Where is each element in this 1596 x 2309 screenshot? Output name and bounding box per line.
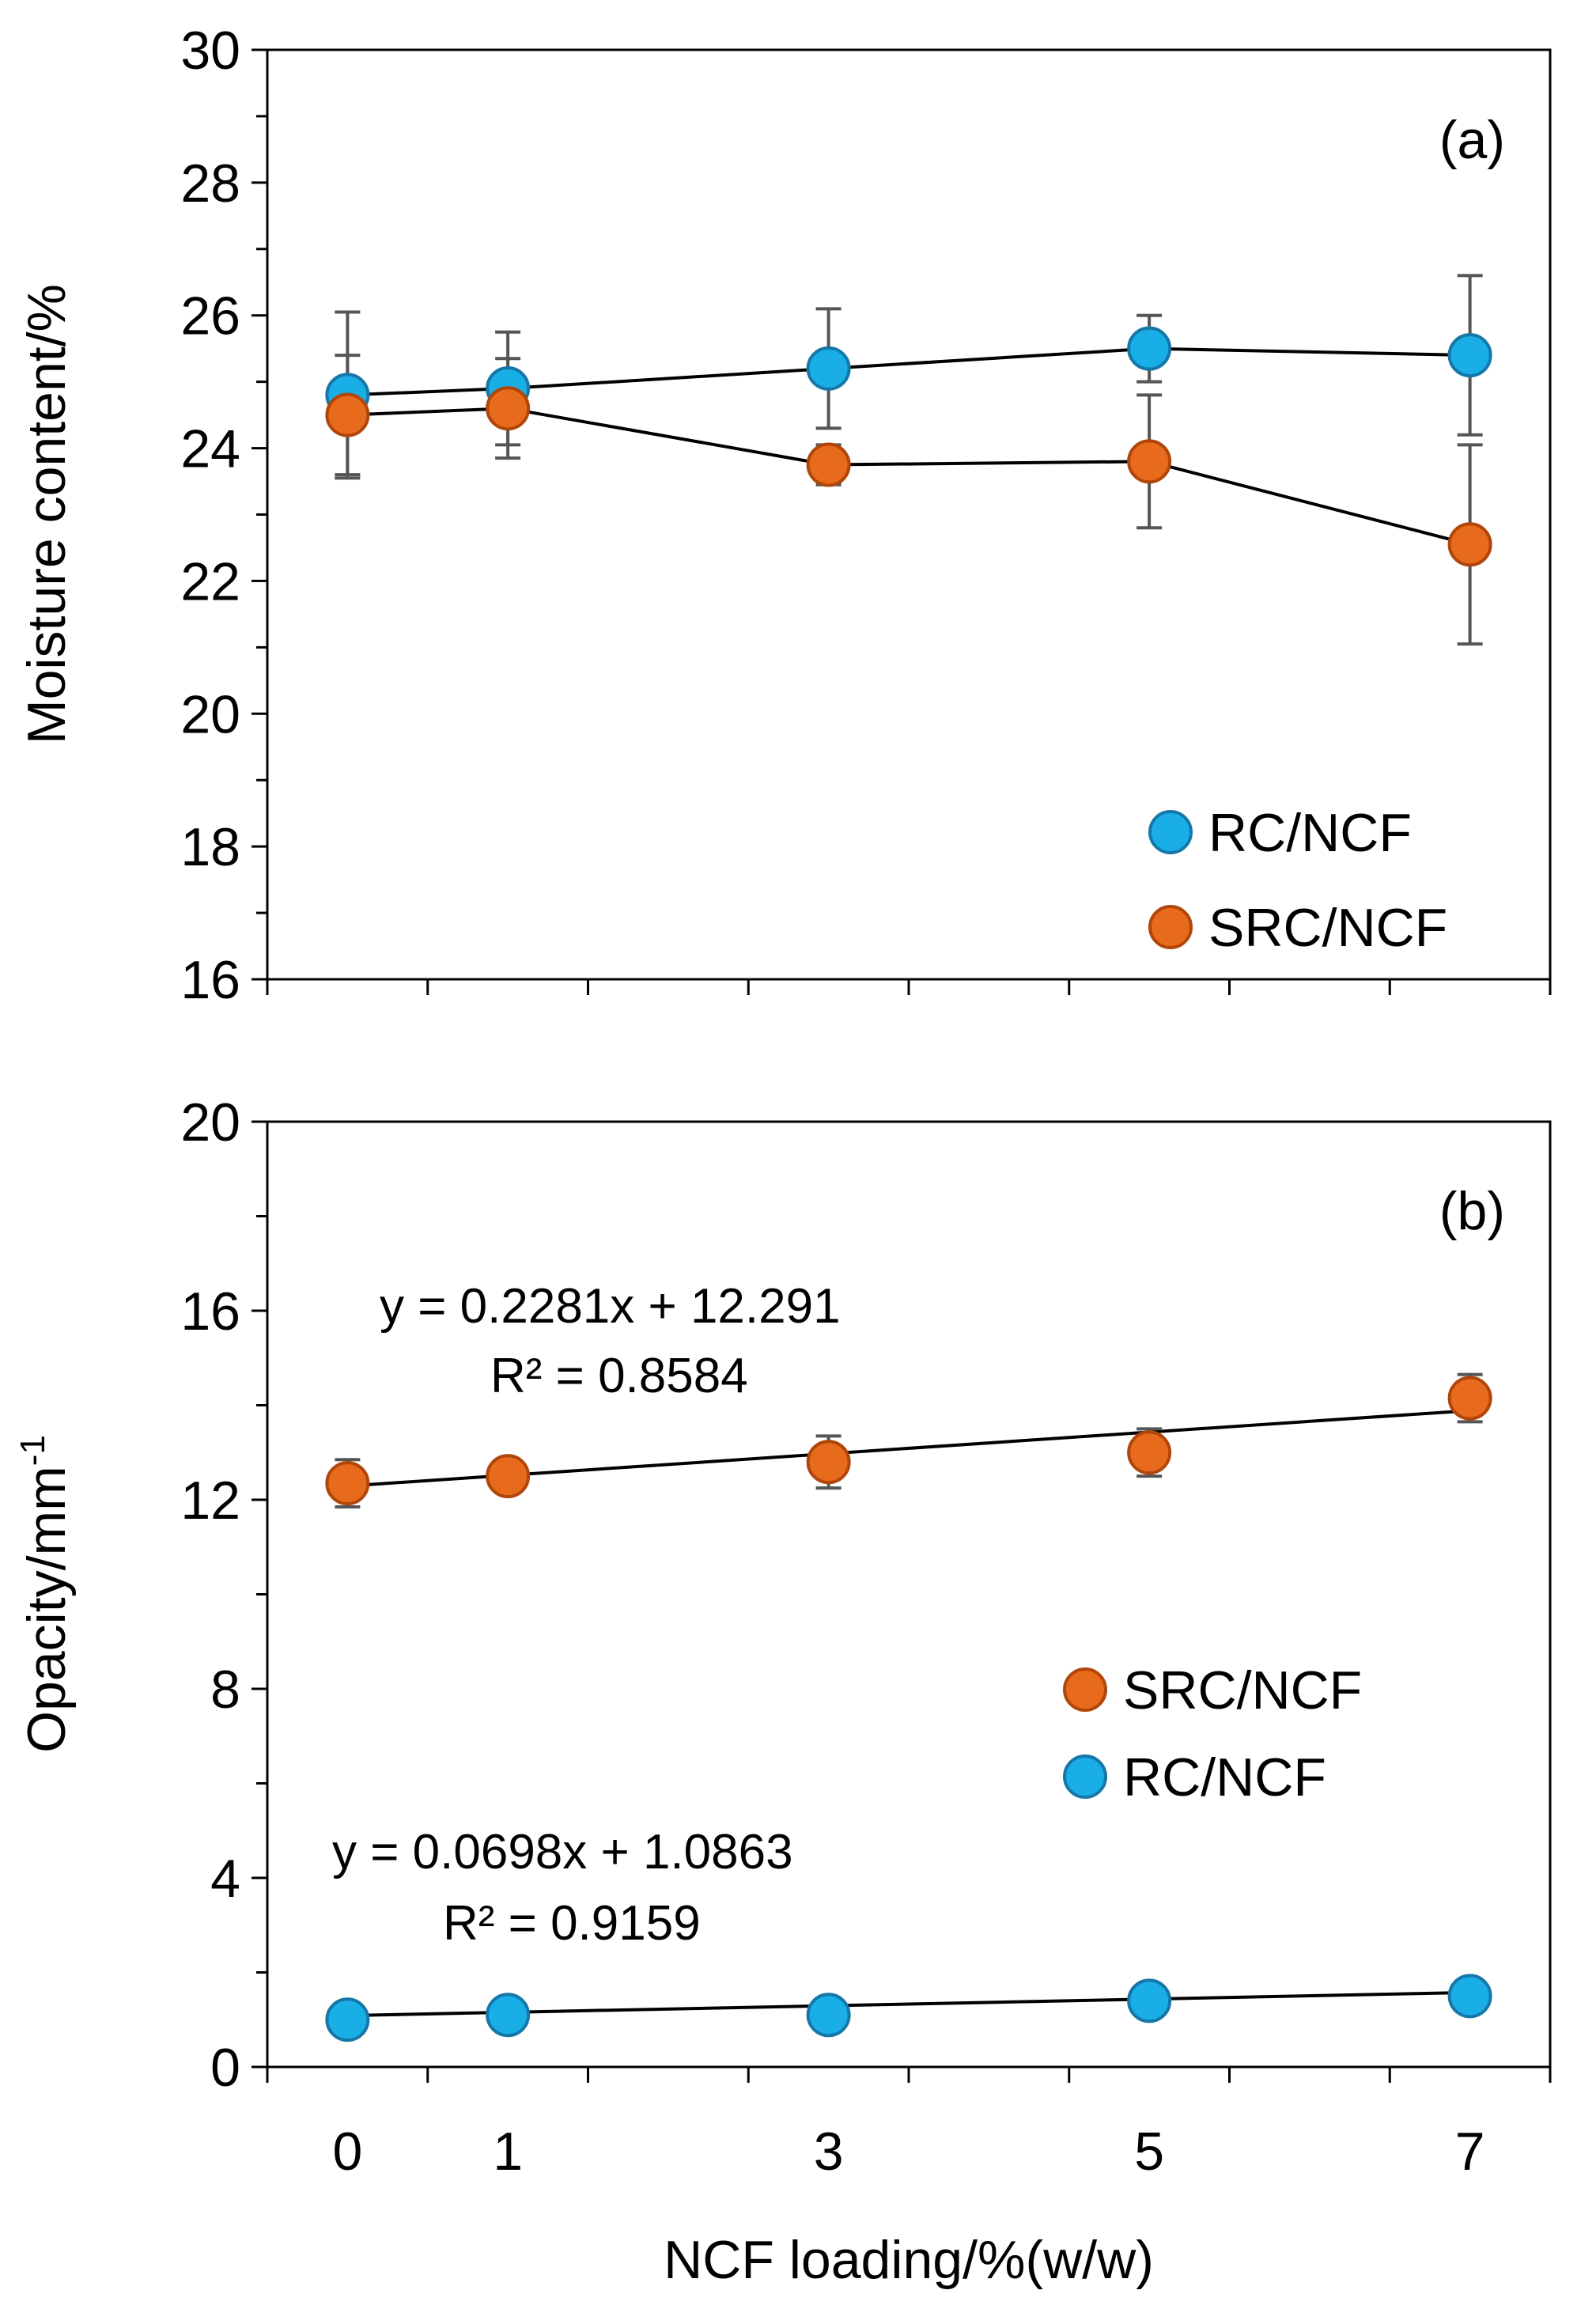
data-point-src-ncf bbox=[486, 386, 531, 431]
panel-a-y-axis-label: Moisture content/% bbox=[17, 284, 77, 744]
rc-fit-equation: y = 0.0698x + 1.0863 bbox=[332, 1825, 793, 1879]
src-fit-equation: y = 0.2281x + 12.291 bbox=[380, 1279, 841, 1334]
data-point-rc-ncf bbox=[806, 1993, 851, 2038]
y-tick-label: 16 bbox=[180, 1281, 240, 1342]
panel-b-x-tick-labels: 0 1 3 5 7 bbox=[332, 2122, 1484, 2182]
x-tick-label: 7 bbox=[1455, 2122, 1485, 2182]
panel-b-y-ticks bbox=[252, 1120, 267, 2069]
data-point-src-ncf bbox=[325, 1461, 370, 1506]
data-point-rc-ncf bbox=[806, 346, 851, 391]
y-tick-label: 20 bbox=[180, 684, 240, 744]
panel-b-label: (b) bbox=[1439, 1181, 1505, 1241]
y-tick-label: 8 bbox=[210, 1660, 240, 1720]
data-point-src-ncf bbox=[806, 442, 851, 487]
y-tick-label: 20 bbox=[180, 1092, 240, 1153]
legend-label-src-ncf: SRC/NCF bbox=[1208, 898, 1447, 958]
y-tick-label: 28 bbox=[180, 153, 240, 214]
src-fit-r-squared: R² = 0.8584 bbox=[490, 1349, 748, 1403]
data-point-src-ncf bbox=[1127, 439, 1172, 484]
data-point-src-ncf bbox=[1127, 1430, 1172, 1475]
trendline-src-ncf bbox=[347, 1409, 1470, 1488]
x-axis-label: NCF loading/%(w/w) bbox=[664, 2230, 1154, 2290]
legend-label-src-ncf-b: SRC/NCF bbox=[1123, 1660, 1362, 1720]
panel-b-data-points bbox=[325, 1376, 1492, 2042]
panel-a-label: (a) bbox=[1439, 110, 1505, 170]
legend-marker-rc-ncf-b bbox=[1063, 1754, 1107, 1799]
panel-b-y-axis-label-text: Opacity/mm bbox=[17, 1466, 77, 1753]
data-point-rc-ncf bbox=[1447, 333, 1492, 378]
y-tick-label: 22 bbox=[180, 551, 240, 611]
data-point-src-ncf bbox=[325, 392, 370, 437]
data-point-rc-ncf bbox=[486, 1993, 531, 2038]
y-tick-label: 30 bbox=[180, 21, 240, 81]
y-tick-label: 18 bbox=[180, 817, 240, 877]
x-tick-label: 1 bbox=[493, 2122, 523, 2182]
data-point-src-ncf bbox=[486, 1454, 531, 1499]
y-tick-label: 24 bbox=[180, 419, 240, 479]
panel-b-y-axis-label: Opacity/mm-1 bbox=[13, 1435, 77, 1753]
panel-b-trend-lines bbox=[347, 1409, 1470, 2018]
data-point-src-ncf bbox=[1447, 522, 1492, 567]
y-tick-label: 4 bbox=[210, 1849, 240, 1909]
trendline-rc-ncf bbox=[347, 1990, 1470, 2018]
legend-label-rc-ncf: RC/NCF bbox=[1208, 803, 1412, 863]
panel-a-legend: RC/NCF SRC/NCF bbox=[1148, 803, 1447, 958]
panel-b-legend: SRC/NCF RC/NCF bbox=[1063, 1660, 1362, 1807]
data-point-src-ncf bbox=[1447, 1376, 1492, 1421]
data-point-src-ncf bbox=[806, 1440, 851, 1485]
legend-label-rc-ncf-b: RC/NCF bbox=[1123, 1747, 1326, 1807]
panel-a-y-tick-labels: 16 18 20 22 24 26 28 30 bbox=[180, 21, 240, 1010]
panel-b-opacity: 0 4 8 12 16 20 0 1 3 5 7 (b) Opacity/mm-1 NCF loa… bbox=[13, 1092, 1552, 2290]
legend-marker-src-ncf bbox=[1148, 905, 1193, 949]
panel-b-y-axis-label-superscript: -1 bbox=[13, 1435, 52, 1466]
data-point-rc-ncf bbox=[1127, 1978, 1172, 2023]
panel-a-error-bars bbox=[335, 274, 1483, 646]
y-tick-label: 0 bbox=[210, 2038, 240, 2098]
y-tick-label: 16 bbox=[180, 950, 240, 1010]
data-point-rc-ncf bbox=[1127, 326, 1172, 371]
panel-a-x-ticks bbox=[266, 979, 1552, 995]
y-tick-label: 26 bbox=[180, 286, 240, 346]
x-tick-label: 5 bbox=[1134, 2122, 1164, 2182]
panel-a-plot-frame bbox=[266, 48, 1552, 981]
legend-marker-src-ncf-b bbox=[1063, 1667, 1107, 1712]
legend-marker-rc-ncf bbox=[1148, 810, 1193, 854]
x-tick-label: 3 bbox=[814, 2122, 844, 2182]
panel-a-y-ticks bbox=[252, 48, 267, 981]
data-point-rc-ncf bbox=[1447, 1974, 1492, 2019]
panel-b-x-ticks bbox=[266, 2067, 1552, 2083]
rc-fit-r-squared: R² = 0.9159 bbox=[443, 1896, 701, 1951]
panel-b-plot-frame bbox=[266, 1120, 1552, 2069]
data-point-rc-ncf bbox=[325, 1997, 370, 2042]
x-tick-label: 0 bbox=[332, 2122, 362, 2182]
panel-a-data-points bbox=[325, 326, 1492, 567]
y-tick-label: 12 bbox=[180, 1471, 240, 1531]
panel-b-y-tick-labels: 0 4 8 12 16 20 bbox=[180, 1092, 240, 2098]
